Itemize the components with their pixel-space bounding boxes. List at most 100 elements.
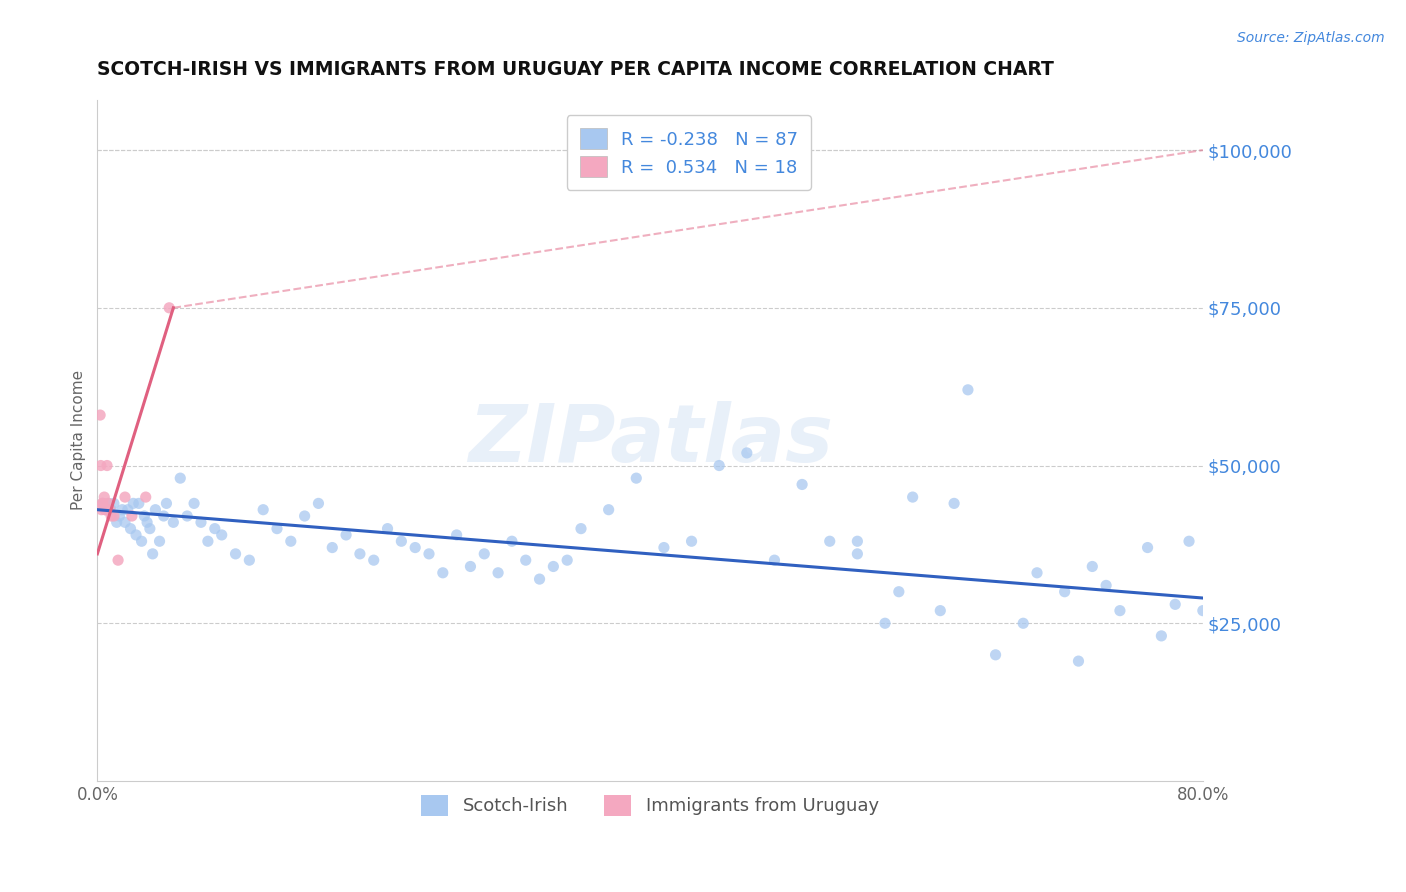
Point: [543, 559, 565, 574]
Point: [460, 559, 482, 574]
Point: [105, 516, 128, 530]
Point: [94, 502, 117, 516]
Point: [197, 534, 219, 549]
Point: [90, 458, 112, 473]
Point: [94, 502, 117, 516]
Point: [307, 496, 329, 510]
Point: [94, 502, 117, 516]
Point: [211, 528, 233, 542]
Point: [598, 502, 620, 516]
Point: [681, 534, 703, 549]
Text: ZIPatlas: ZIPatlas: [468, 401, 832, 479]
Point: [252, 502, 274, 516]
Point: [943, 496, 966, 510]
Point: [89, 408, 111, 422]
Point: [446, 528, 468, 542]
Point: [626, 471, 648, 485]
Point: [956, 383, 979, 397]
Point: [169, 471, 191, 485]
Point: [107, 553, 129, 567]
Point: [709, 458, 731, 473]
Point: [735, 446, 758, 460]
Point: [97, 496, 120, 510]
Point: [93, 490, 115, 504]
Point: [432, 566, 454, 580]
Point: [142, 547, 165, 561]
Point: [183, 496, 205, 510]
Point: [901, 490, 924, 504]
Point: [1150, 629, 1173, 643]
Point: [176, 508, 198, 523]
Point: [569, 522, 592, 536]
Point: [204, 522, 226, 536]
Point: [377, 522, 399, 536]
Point: [90, 502, 112, 516]
Point: [152, 508, 174, 523]
Point: [103, 508, 125, 523]
Point: [111, 502, 134, 516]
Point: [294, 508, 316, 523]
Point: [91, 496, 114, 510]
Point: [1095, 578, 1118, 592]
Point: [515, 553, 537, 567]
Point: [157, 301, 180, 315]
Point: [100, 502, 122, 516]
Point: [114, 516, 136, 530]
Text: Source: ZipAtlas.com: Source: ZipAtlas.com: [1237, 31, 1385, 45]
Point: [418, 547, 440, 561]
Point: [145, 502, 167, 516]
Point: [280, 534, 302, 549]
Point: [225, 547, 247, 561]
Point: [1067, 654, 1090, 668]
Legend: Scotch-Irish, Immigrants from Uruguay: Scotch-Irish, Immigrants from Uruguay: [413, 788, 886, 823]
Point: [100, 508, 122, 523]
Point: [818, 534, 841, 549]
Point: [97, 496, 120, 510]
Text: SCOTCH-IRISH VS IMMIGRANTS FROM URUGUAY PER CAPITA INCOME CORRELATION CHART: SCOTCH-IRISH VS IMMIGRANTS FROM URUGUAY …: [97, 60, 1054, 78]
Point: [763, 553, 786, 567]
Point: [122, 496, 145, 510]
Point: [135, 490, 157, 504]
Point: [91, 496, 114, 510]
Point: [389, 534, 412, 549]
Point: [155, 496, 177, 510]
Point: [139, 522, 162, 536]
Point: [190, 516, 212, 530]
Point: [486, 566, 509, 580]
Point: [98, 502, 121, 516]
Point: [108, 508, 131, 523]
Point: [790, 477, 813, 491]
Y-axis label: Per Capita Income: Per Capita Income: [72, 370, 86, 510]
Point: [501, 534, 523, 549]
Point: [96, 458, 118, 473]
Point: [873, 616, 896, 631]
Point: [91, 496, 114, 510]
Point: [1164, 598, 1187, 612]
Point: [114, 490, 136, 504]
Point: [121, 508, 143, 523]
Point: [120, 522, 142, 536]
Point: [652, 541, 675, 555]
Point: [1012, 616, 1035, 631]
Point: [136, 516, 159, 530]
Point: [335, 528, 357, 542]
Point: [349, 547, 371, 561]
Point: [131, 534, 153, 549]
Point: [1192, 604, 1215, 618]
Point: [266, 522, 288, 536]
Point: [103, 496, 125, 510]
Point: [846, 534, 869, 549]
Point: [472, 547, 495, 561]
Point: [128, 496, 150, 510]
Point: [148, 534, 170, 549]
Point: [321, 541, 343, 555]
Point: [1136, 541, 1159, 555]
Point: [363, 553, 385, 567]
Point: [929, 604, 952, 618]
Point: [1053, 584, 1076, 599]
Point: [1178, 534, 1201, 549]
Point: [887, 584, 910, 599]
Point: [1081, 559, 1104, 574]
Point: [529, 572, 551, 586]
Point: [162, 516, 184, 530]
